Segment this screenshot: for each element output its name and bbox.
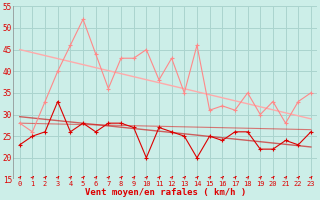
- X-axis label: Vent moyen/en rafales ( km/h ): Vent moyen/en rafales ( km/h ): [85, 188, 246, 197]
